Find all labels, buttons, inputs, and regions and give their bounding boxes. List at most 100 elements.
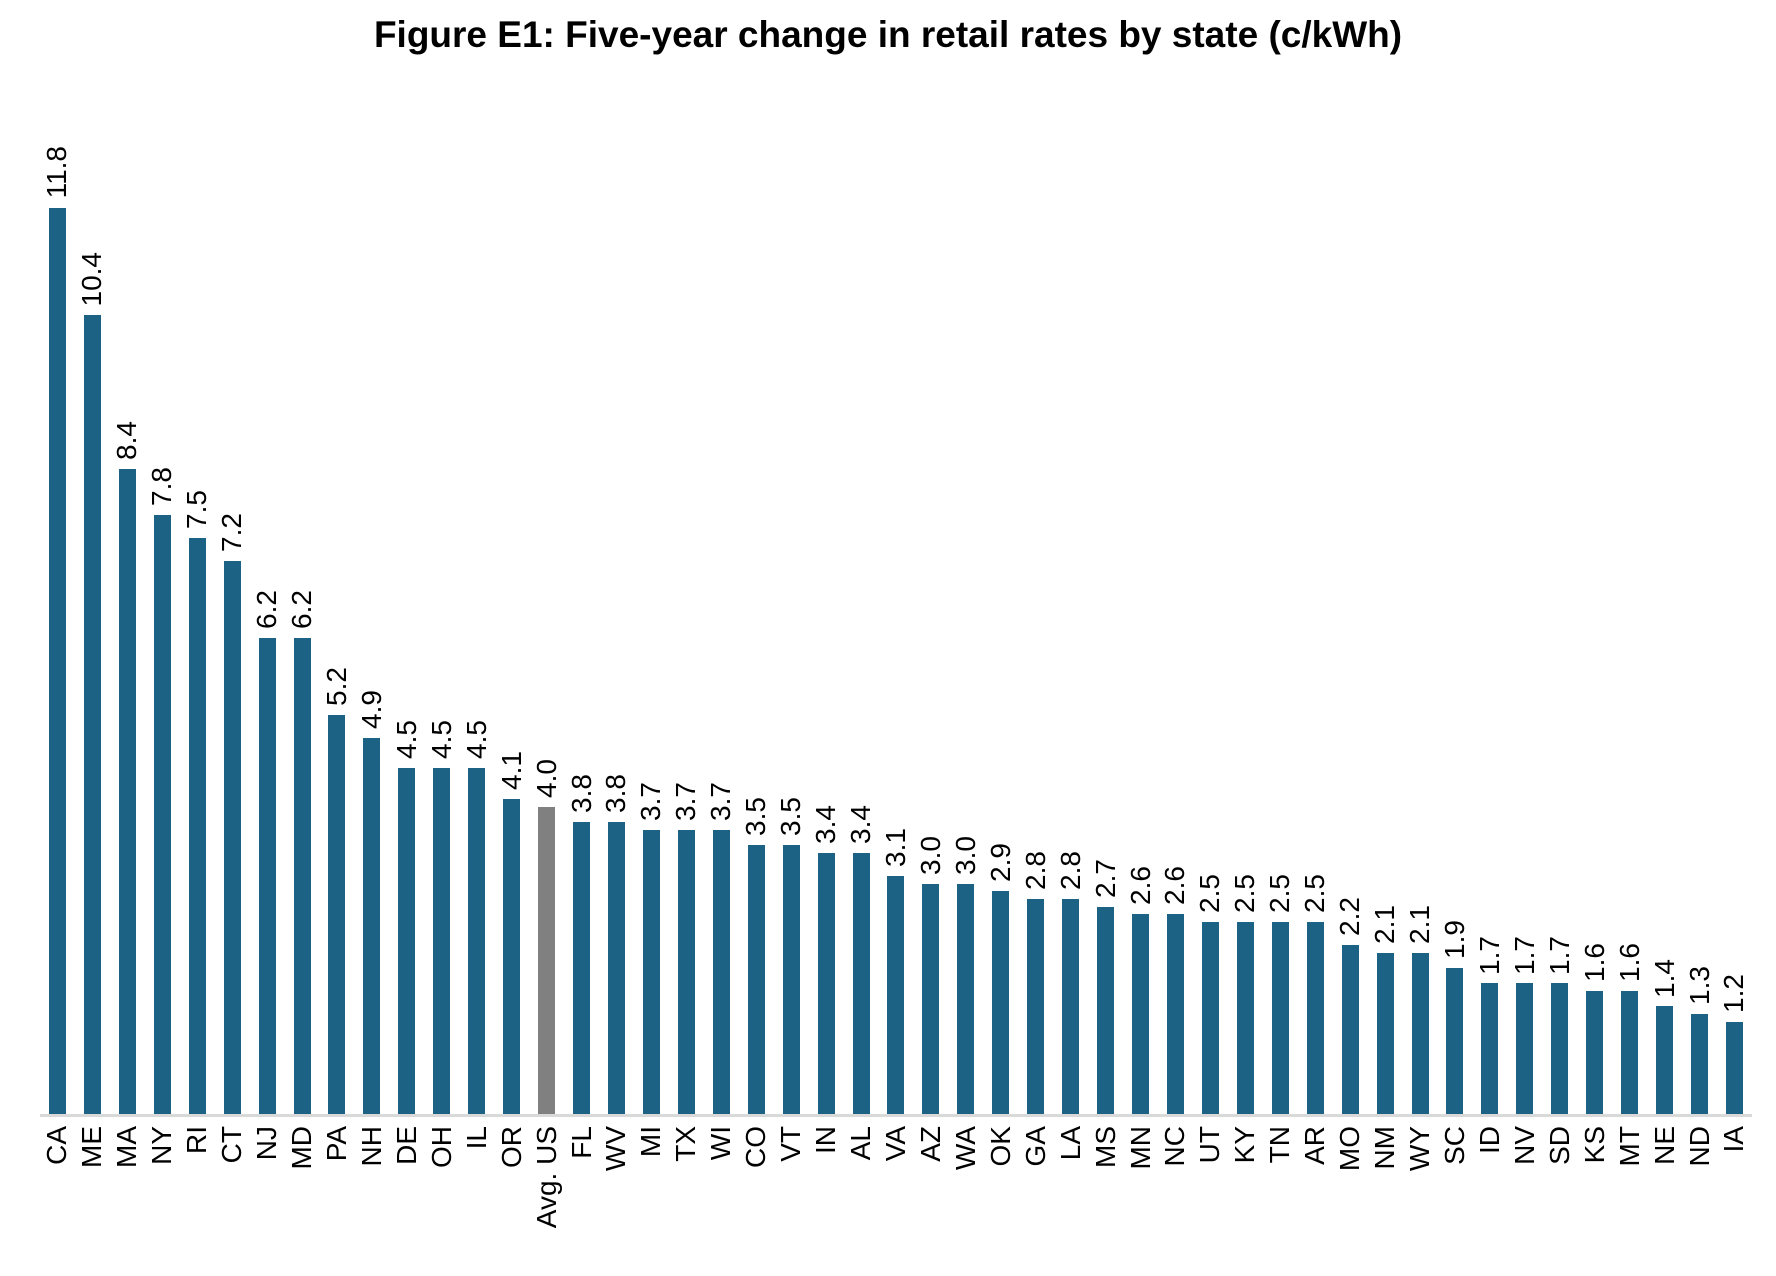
x-axis-label-wv: WV (600, 1126, 632, 1172)
bar-id (1481, 983, 1499, 1114)
bar-column-ca: 11.8 (40, 94, 75, 1114)
bar-column-nv: 1.7 (1507, 94, 1542, 1114)
bar-va (887, 875, 905, 1114)
bar-value-label: 2.5 (1264, 874, 1296, 913)
bar-value-label: 7.2 (216, 513, 248, 553)
bar-sc (1446, 968, 1464, 1114)
bar-md (293, 637, 311, 1114)
bar-column-il: 4.5 (459, 94, 494, 1114)
bar-ri (188, 538, 206, 1114)
bar-column-mo: 2.2 (1333, 94, 1368, 1114)
bar-value-label: 3.7 (670, 781, 702, 821)
bar-column-az: 3.0 (913, 94, 948, 1114)
x-axis-label-nc: NC (1159, 1126, 1191, 1167)
bar-column-wi: 3.7 (704, 94, 739, 1114)
x-axis-label-id: ID (1473, 1126, 1505, 1154)
bar-nj (258, 637, 276, 1114)
bar-value-label: 3.4 (845, 804, 877, 844)
x-axis-label-vt: VT (775, 1126, 807, 1162)
bar-nv (1516, 983, 1534, 1114)
bar-column-mn: 2.6 (1123, 94, 1158, 1114)
bar-nh (363, 737, 381, 1114)
bar-value-label: 2.6 (1159, 866, 1191, 906)
x-axis-label-tn: TN (1264, 1126, 1296, 1164)
bar-column-ky: 2.5 (1228, 94, 1263, 1114)
x-axis-label-de: DE (390, 1126, 422, 1165)
bar-column-ga: 2.8 (1018, 94, 1053, 1114)
bar-column-ny: 7.8 (145, 94, 180, 1114)
bar-value-label: 2.6 (1124, 866, 1156, 906)
bar-value-label: 2.8 (1019, 851, 1051, 890)
x-axis-label-ca: CA (41, 1126, 73, 1165)
bar-value-label: 3.5 (775, 797, 807, 837)
bar-column-ct: 7.2 (215, 94, 250, 1114)
bar-nd (1691, 1014, 1709, 1114)
bar-value-label: 1.7 (1473, 935, 1505, 975)
bar-value-label: 4.9 (355, 689, 387, 729)
x-axis-label-wy: WY (1404, 1126, 1436, 1172)
x-axis-label-il: IL (460, 1126, 492, 1150)
bar-column-fl: 3.8 (564, 94, 599, 1114)
x-axis-label-ne: NE (1648, 1126, 1680, 1165)
bar-column-avg-us: 4.0 (529, 94, 564, 1114)
bar-column-la: 2.8 (1053, 94, 1088, 1114)
x-axis-label-md: MD (286, 1126, 318, 1170)
bar-mi (642, 829, 660, 1114)
bar-value-label: 10.4 (76, 251, 108, 307)
x-axis-label-nv: NV (1508, 1126, 1540, 1165)
x-axis-label-ar: AR (1299, 1126, 1331, 1165)
bar-value-label: 3.7 (635, 781, 667, 821)
x-axis-label-wa: WA (949, 1126, 981, 1171)
bar-ca (48, 207, 66, 1114)
bar-avg-us (538, 806, 556, 1114)
bar-ne (1656, 1006, 1674, 1114)
bar-value-label: 3.0 (949, 835, 981, 875)
x-axis-label-ms: MS (1089, 1126, 1121, 1168)
bar-column-ri: 7.5 (180, 94, 215, 1114)
bar-mo (1341, 945, 1359, 1114)
bar-nc (1166, 914, 1184, 1114)
bar-value-label: 2.5 (1194, 874, 1226, 913)
bar-value-label: 1.7 (1543, 935, 1575, 975)
bar-co (747, 845, 765, 1114)
bar-column-mi: 3.7 (634, 94, 669, 1114)
x-axis-label-ks: KS (1578, 1126, 1610, 1164)
bar-nm (1376, 952, 1394, 1114)
bar-column-id: 1.7 (1472, 94, 1507, 1114)
bar-value-label: 2.8 (1054, 851, 1086, 890)
bar-column-wy: 2.1 (1403, 94, 1438, 1114)
x-axis-label-me: ME (76, 1126, 108, 1168)
bar-value-label: 3.4 (810, 804, 842, 844)
x-axis-label-mo: MO (1334, 1126, 1366, 1172)
bar-value-label: 4.5 (425, 720, 457, 760)
bar-ia (1725, 1021, 1743, 1114)
bar-il (468, 768, 486, 1114)
bar-column-md: 6.2 (285, 94, 320, 1114)
x-axis-label-al: AL (845, 1126, 877, 1161)
bar-tn (1271, 922, 1289, 1114)
bar-column-ma: 8.4 (110, 94, 145, 1114)
bar-column-wa: 3.0 (948, 94, 983, 1114)
bar-value-label: 2.2 (1334, 897, 1366, 937)
bar-column-de: 4.5 (389, 94, 424, 1114)
bar-ms (1097, 906, 1115, 1114)
x-axis-label-nd: ND (1683, 1126, 1715, 1167)
bar-mt (1621, 991, 1639, 1114)
x-axis-label-ut: UT (1194, 1126, 1226, 1164)
bar-value-label: 3.7 (705, 781, 737, 821)
bar-de (398, 768, 416, 1114)
bar-column-va: 3.1 (879, 94, 914, 1114)
bar-ma (118, 468, 136, 1114)
bar-column-ms: 2.7 (1088, 94, 1123, 1114)
bar-value-label: 6.2 (251, 589, 283, 629)
bar-column-ar: 2.5 (1298, 94, 1333, 1114)
bar-column-pa: 5.2 (320, 94, 355, 1114)
bar-ct (223, 561, 241, 1114)
bar-column-mt: 1.6 (1612, 94, 1647, 1114)
bar-ut (1201, 922, 1219, 1114)
bar-value-label: 2.1 (1369, 904, 1401, 944)
x-axis-label-ia: IA (1718, 1126, 1750, 1153)
bar-wi (712, 829, 730, 1114)
bar-column-sd: 1.7 (1542, 94, 1577, 1114)
x-axis-label-sc: SC (1438, 1126, 1470, 1165)
